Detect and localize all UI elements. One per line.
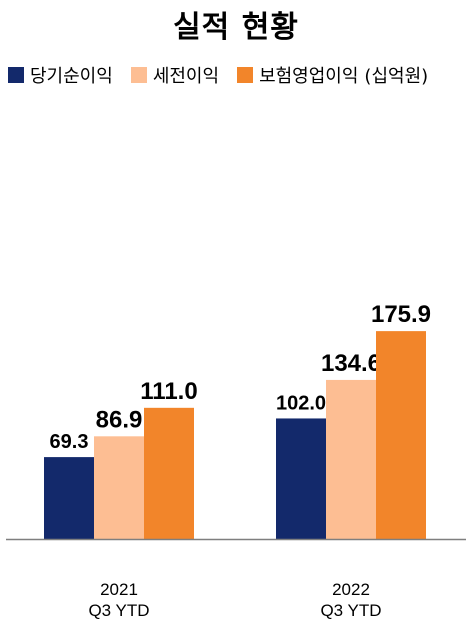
x-tick-label-2022-line1: 2022 — [332, 580, 370, 599]
data-label-pretax-income-2022: 134.6 — [321, 350, 381, 377]
bar-pretax-income-2021 — [94, 436, 144, 539]
legend-label-net-income: 당기순이익 — [30, 66, 113, 87]
bar-insurance-operating-income-2021 — [144, 407, 194, 539]
bar-pretax-income-2022 — [326, 379, 376, 539]
legend-label-pretax-income: 세전이익 — [152, 66, 220, 87]
legend-item-net-income: 당기순이익 — [8, 62, 113, 88]
legend-unit: (십억원) — [364, 66, 429, 87]
x-tick-label-2022-line2: Q3 YTD — [320, 601, 381, 620]
data-label-insurance-operating-income-2022: 175.9 — [371, 301, 431, 328]
data-label-insurance-operating-income-2021: 111.0 — [140, 378, 197, 405]
legend-item-pretax-income: 세전이익 — [130, 62, 220, 88]
legend-label-insurance-operating-income: 보험영업이익 — [259, 66, 359, 87]
legend-swatch-net-income — [8, 67, 24, 83]
data-label-net-income-2021: 69.3 — [50, 431, 89, 453]
bar-insurance-operating-income-2022 — [376, 331, 426, 539]
legend-swatch-insurance-operating-income — [237, 67, 254, 83]
x-tick-label-2021-line2: Q3 YTD — [88, 601, 149, 620]
chart-title: 실적 현황 — [173, 10, 299, 45]
data-label-pretax-income-2021: 86.9 — [96, 406, 143, 433]
legend-swatch-pretax-income — [130, 67, 147, 83]
chart-legend: 당기순이익 세전이익 보험영업이익 (십억원) — [8, 62, 428, 88]
bar-net-income-2021 — [44, 457, 94, 539]
legend-item-insurance-operating-income: 보험영업이익 — [237, 62, 358, 88]
x-tick-label-2021-line1: 2021 — [100, 580, 138, 599]
data-label-net-income-2022: 102.0 — [276, 392, 326, 414]
bar-net-income-2022 — [276, 418, 326, 539]
